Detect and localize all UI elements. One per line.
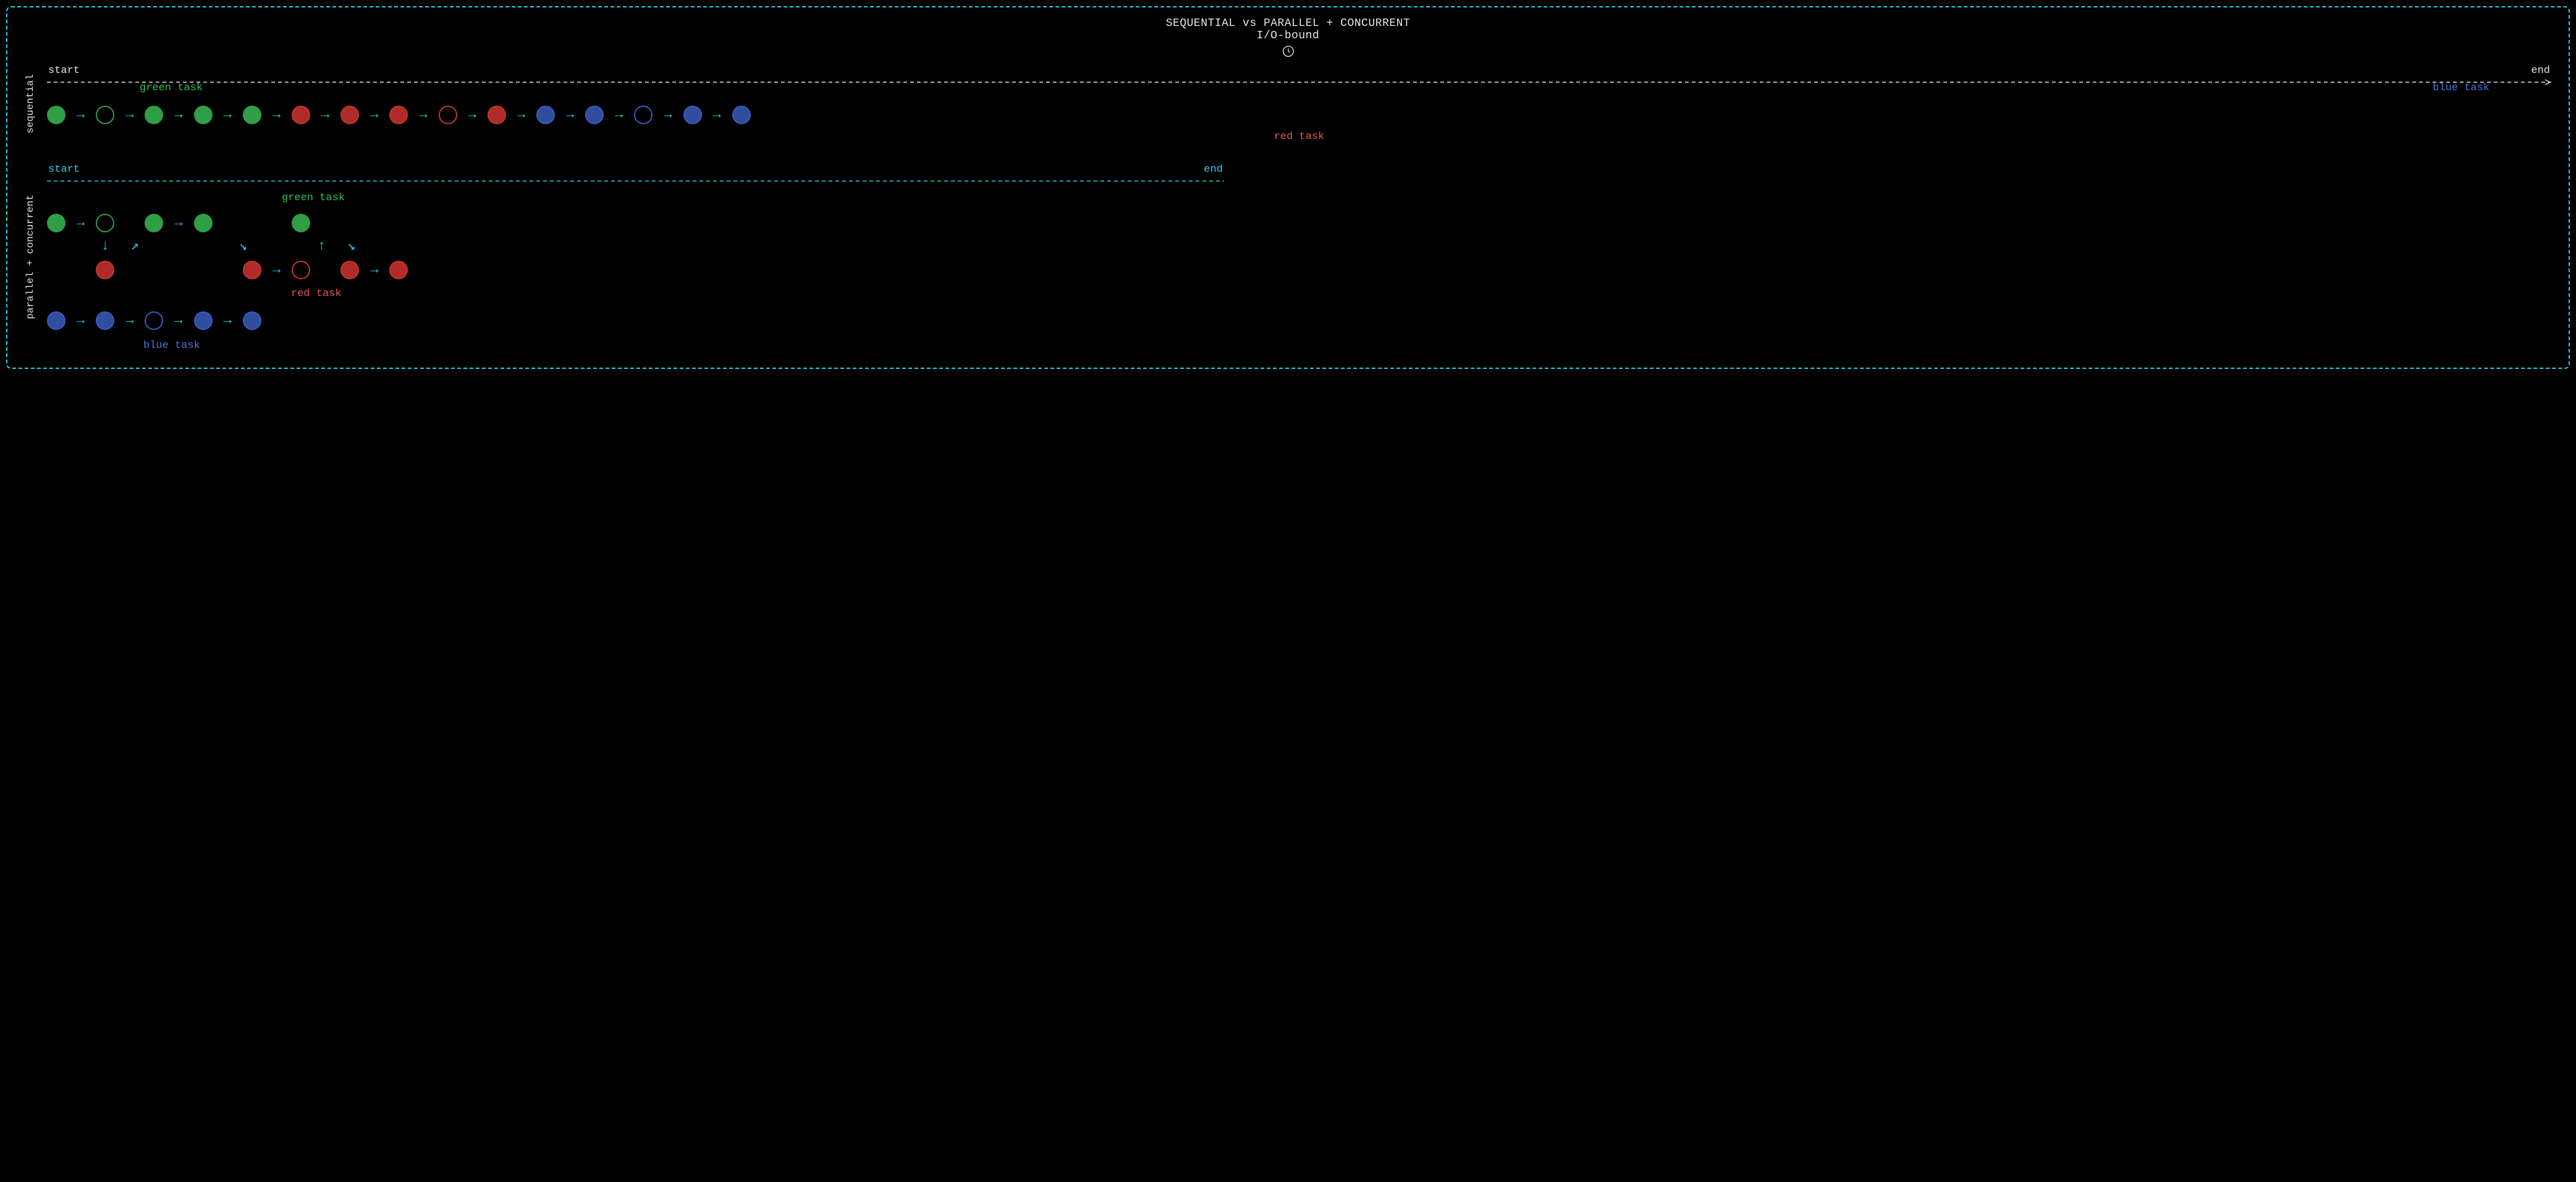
green-task-dot [243,106,261,124]
seq-start-label: start [48,65,80,77]
arrow-right-icon: → [615,108,623,122]
green-task-dot [47,106,65,124]
red-task-dot [340,106,359,124]
arrow-right-icon: → [272,263,281,277]
arrow-right-icon: → [77,216,85,230]
red-task-dot [96,261,114,279]
blue-task-dot [634,106,652,124]
green-task-dot [194,106,213,124]
arrow-right-icon: → [174,314,182,327]
arrow-down-icon: ↓ [96,240,114,253]
clock-icon [1282,44,1295,61]
seq-timeline-labels: start end [47,65,2551,77]
blue-task-dot [96,311,114,330]
pc-interleave-row: →↓↗→↘→↑↘ [47,238,2551,255]
arrow-right-icon: → [125,314,133,327]
blue-task-dot [585,106,604,124]
pc-blue-label: blue task [143,340,200,352]
arrow-right-icon: → [468,108,476,122]
arrow-right-icon: → [224,314,232,327]
green-task-dot [292,214,310,232]
arrow-right-icon: → [125,108,133,122]
red-task-dot [340,261,359,279]
arrow-right-icon: → [664,108,672,122]
pc-start-label: start [48,164,80,175]
sequential-section: sequential start end green task blue tas… [25,65,2551,143]
red-task-dot [389,106,408,124]
seq-red-label: red task [1274,131,1325,143]
sequential-vlabel: sequential [25,74,36,133]
red-task-dot [389,261,408,279]
arrow-right-icon: → [174,108,182,122]
seq-green-label: green task [140,82,203,94]
blue-task-dot [243,311,261,330]
green-task-dot [145,214,163,232]
blue-task-dot [145,311,163,330]
parallel-vlabel: parallel + concurrent [25,195,36,319]
clock-icon-wrap [25,44,2551,61]
arrow-right-icon: → [713,108,721,122]
arrow-right-icon: → [370,263,378,277]
arrow-right-icon: → [272,108,281,122]
green-task-dot [96,106,114,124]
blue-task-dot [732,106,751,124]
pc-blue-lane: → → → → [47,307,2551,334]
blue-task-dot [536,106,555,124]
red-task-dot [292,261,310,279]
arrow-right-icon: → [566,108,574,122]
title-block: SEQUENTIAL vs PARALLEL + CONCURRENT I/O-… [25,17,2551,61]
arrow-downright-icon: ↘ [342,240,361,253]
pc-green-lane: →→→→→ [47,209,2551,237]
arrow-right-icon: → [224,108,232,122]
pc-red-label: red task [291,288,342,300]
green-task-dot [145,106,163,124]
pc-container: green task →→→→→ →↓↗→↘→↑↘ →→→→→→→ red ta… [47,192,2551,350]
pc-end-label: end [1204,164,1223,175]
blue-task-dot [194,311,213,330]
green-task-dot [96,214,114,232]
red-task-dot [439,106,457,124]
arrow-right-icon: → [321,108,329,122]
arrow-upright-icon: ↗ [125,240,144,253]
arrow-right-icon: → [517,108,525,122]
title-line-1: SEQUENTIAL vs PARALLEL + CONCURRENT [25,17,2551,30]
arrow-right-icon: → [77,314,85,327]
seq-end-label: end [2531,65,2550,77]
pc-green-label: green task [282,192,345,204]
arrow-right-icon: → [419,108,427,122]
diagram-frame: SEQUENTIAL vs PARALLEL + CONCURRENT I/O-… [6,6,2570,369]
arrow-downright-icon: ↘ [234,240,252,253]
pc-red-lane: →→→→→→→ [47,256,2551,284]
seq-container: green task blue task red task →→→→→→→→→→… [47,81,2551,143]
green-task-dot [194,214,213,232]
arrow-right-icon: → [174,216,182,230]
parallel-section: parallel + concurrent start end green ta… [25,164,2551,350]
green-task-dot [47,214,65,232]
seq-row: → → → → → → → → → → → → → → [47,106,2551,124]
pc-timeline-arrow [47,177,1224,185]
red-task-dot [292,106,310,124]
title-line-2: I/O-bound [25,30,2551,42]
blue-task-dot [683,106,702,124]
red-task-dot [243,261,261,279]
red-task-dot [488,106,506,124]
blue-task-dot [47,311,65,330]
arrow-up-icon: ↑ [313,240,331,253]
arrow-right-icon: → [370,108,378,122]
pc-timeline-labels: start end [47,164,1224,175]
seq-blue-label: blue task [2433,82,2489,94]
arrow-right-icon: → [77,108,85,122]
